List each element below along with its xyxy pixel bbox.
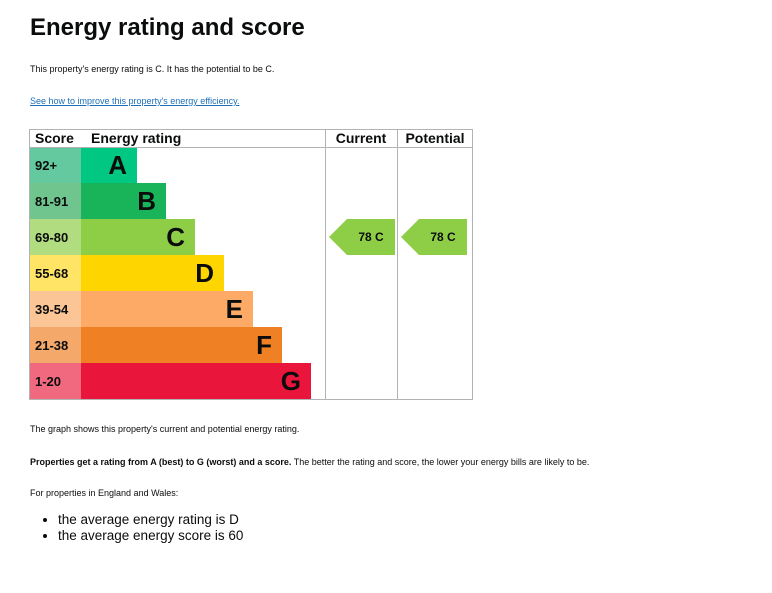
chart-border [29,129,473,400]
band-score-cell [29,363,81,399]
band-score-cell [29,291,81,327]
band-bar-f [81,327,282,363]
potential-rating-arrow [401,219,467,255]
band-score-cell [29,219,81,255]
band-letter-b: B [137,186,156,216]
band-score-label: 81-91 [35,194,68,209]
header-current: Current [336,130,387,146]
band-score-cell [29,183,81,219]
band-letter-c: C [166,222,185,252]
header-score: Score [35,130,74,146]
band-score-label: 55-68 [35,266,68,281]
band-score-label: 39-54 [35,302,69,317]
band-letter-f: F [256,330,272,360]
band-score-cell [29,327,81,363]
average-rating-item: the average energy rating is D [58,512,243,528]
averages-list: the average energy rating is D the avera… [30,512,243,544]
regional-intro: For properties in England and Wales: [30,488,179,498]
average-score-item: the average energy score is 60 [58,528,243,544]
band-bar-b [81,183,166,219]
band-letter-d: D [195,258,214,288]
rating-summary: This property's energy rating is C. It h… [30,64,275,74]
band-bar-c [81,219,195,255]
band-score-label: 92+ [35,158,57,173]
band-score-label: 69-80 [35,230,68,245]
ratings-explanation-rest: The better the rating and score, the low… [291,457,590,467]
page-title: Energy rating and score [30,14,305,41]
improve-efficiency-link[interactable]: See how to improve this property's energ… [30,96,240,106]
band-bar-d [81,255,224,291]
current-rating-arrow [329,219,395,255]
band-bar-a [81,147,137,183]
energy-rating-chart: Score Energy rating Current Potential 92+ A 81… [29,129,473,400]
header-energy-rating: Energy rating [91,130,181,146]
band-letter-e: E [226,294,243,324]
header-potential: Potential [405,130,464,146]
current-rating-label: 78 C [358,230,384,244]
band-bar-e [81,291,253,327]
graph-caption: The graph shows this property's current … [30,424,300,434]
band-score-label: 21-38 [35,338,68,353]
band-score-cell [29,255,81,291]
band-letter-a: A [108,150,127,180]
band-bar-g [81,363,311,399]
potential-rating-label: 78 C [430,230,456,244]
band-score-label: 1-20 [35,374,61,389]
band-letter-g: G [281,366,301,396]
ratings-explanation-bold: Properties get a rating from A (best) to… [30,457,292,467]
band-score-cell [29,147,81,183]
ratings-explanation: Properties get a rating from A (best) to… [30,457,589,467]
